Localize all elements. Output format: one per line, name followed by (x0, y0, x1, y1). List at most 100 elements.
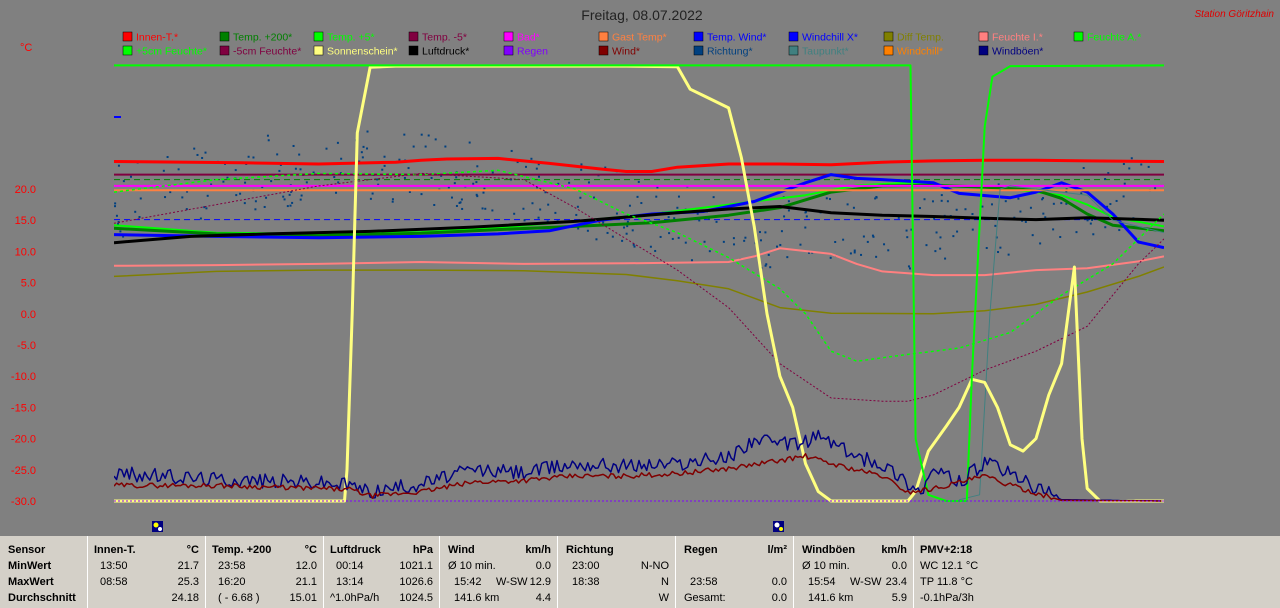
time-markers (152, 521, 784, 532)
wind-direction-dot (366, 130, 369, 133)
wind-direction-dot (476, 195, 479, 198)
wind-direction-dot (623, 226, 626, 229)
wind-direction-dot (1019, 210, 1022, 213)
wind-direction-dot (964, 208, 967, 211)
wind-direction-dot (491, 171, 494, 174)
wind-max-time: 15:42 (454, 576, 482, 588)
wind-direction-dot (703, 240, 706, 243)
richtung-min-val: N-NO (640, 560, 669, 572)
sensor-header: Sensor (8, 544, 46, 556)
wind-direction-dot (1024, 220, 1027, 223)
luftdruck-avg-val: 1024.5 (399, 592, 433, 604)
wind-direction-dot (424, 145, 427, 148)
wind-direction-dot (1039, 242, 1042, 245)
wind-direction-dot (698, 219, 701, 222)
legend-label: Feuchte A.* (1087, 32, 1141, 44)
wind-direction-dot (336, 141, 339, 144)
wind-direction-dot (299, 198, 302, 201)
wind-direction-dot (243, 202, 246, 205)
wind-direction-dot (829, 256, 832, 259)
wind-direction-dot (575, 213, 578, 216)
wind-direction-dot (995, 236, 998, 239)
wind-direction-dot (305, 181, 308, 184)
wind-direction-dot (846, 203, 849, 206)
y-tick-label: 20.0 (15, 184, 36, 196)
wind-direction-dot (366, 147, 369, 150)
wind-direction-dot (1059, 235, 1062, 238)
series-line (114, 429, 1162, 502)
y-tick-label: -10.0 (11, 371, 36, 383)
wind-direction-dot (944, 257, 947, 260)
wind-direction-dot (883, 243, 886, 246)
row-label-max: MaxWert (8, 576, 54, 588)
wind-direction-dot (263, 205, 266, 208)
pmv-pressure-trend: -0.1hPa/3h (920, 592, 974, 604)
wind-direction-dot (412, 145, 415, 148)
wind-direction-dot (537, 163, 540, 166)
wind-direction-dot (1092, 233, 1095, 236)
wind-direction-dot (162, 169, 165, 172)
wind-direction-dot (254, 200, 257, 203)
wind-direction-dot (621, 239, 624, 242)
wind-direction-dot (805, 210, 808, 213)
wind-direction-dot (935, 231, 938, 234)
wind-direction-dot (206, 194, 209, 197)
wind-direction-dot (1021, 219, 1024, 222)
legend-label: Richtung* (707, 46, 753, 58)
wind-direction-dot (383, 155, 386, 158)
wind-direction-dot (628, 204, 631, 207)
wind-direction-dot (539, 208, 542, 211)
legend-label: +5cm Feuchte* (136, 46, 207, 58)
wind-direction-dot (1089, 222, 1092, 225)
wind-direction-dot (940, 194, 943, 197)
wind-direction-dot (523, 219, 526, 222)
wind-direction-dot (481, 207, 484, 210)
wind-direction-dot (587, 181, 590, 184)
wind-direction-dot (918, 207, 921, 210)
wind-direction-dot (1060, 202, 1063, 205)
statistics-table: Sensor MinWert MaxWert Durchschnitt Inne… (0, 536, 1280, 608)
col-pmv: PMV+2:18 WC 12.1 °C TP 11.8 °C -0.1hPa/3… (914, 536, 1280, 608)
wind-direction-dot (593, 196, 596, 199)
wind-direction-dot (1052, 228, 1055, 231)
luftdruck-min-time: 00:14 (336, 560, 364, 572)
legend-label: Luftdruck* (422, 46, 469, 58)
legend-swatch (978, 45, 989, 56)
wind-direction-dot (360, 151, 363, 154)
temp200-header: Temp. +200 (212, 544, 272, 556)
wind-direction-dot (472, 182, 475, 185)
legend-swatch (122, 31, 133, 42)
wind-direction-dot (440, 174, 443, 177)
wind-direction-dot (458, 201, 461, 204)
wind-direction-dot (292, 144, 295, 147)
richtung-header: Richtung (566, 544, 614, 556)
legend-swatch (122, 45, 133, 56)
wind-direction-dot (1065, 202, 1068, 205)
wind-direction-dot (119, 230, 122, 233)
wind-direction-dot (193, 147, 196, 150)
series-line (114, 183, 1164, 238)
wind-direction-dot (239, 192, 242, 195)
series-line (114, 172, 1164, 402)
series-line (114, 205, 1164, 245)
wind-direction-dot (990, 203, 993, 206)
windboen-avg-label: Ø 10 min. (802, 560, 850, 572)
series-line (114, 156, 1164, 173)
wind-direction-dot (460, 198, 463, 201)
y-tick-label: -20.0 (11, 434, 36, 446)
legend-label: -5cm Feuchte* (233, 46, 301, 58)
wind-direction-dot (939, 247, 942, 250)
wind-direction-dot (430, 176, 433, 179)
col-richtung: Richtung 23:00 N-NO 18:38 N W (558, 536, 676, 608)
wind-direction-dot (1122, 195, 1125, 198)
wind-direction-dot (235, 194, 238, 197)
wind-direction-dot (786, 256, 789, 259)
wind-direction-dot (712, 196, 715, 199)
wind-direction-dot (632, 243, 635, 246)
wind-direction-dot (1029, 206, 1032, 209)
y-tick-label: -25.0 (11, 465, 36, 477)
wind-direction-dot (491, 209, 494, 212)
wind-min-val: 0.0 (535, 560, 551, 572)
legend-label: Temp. +5* (327, 32, 375, 44)
station-name: Station Göritzhain (1195, 9, 1275, 20)
